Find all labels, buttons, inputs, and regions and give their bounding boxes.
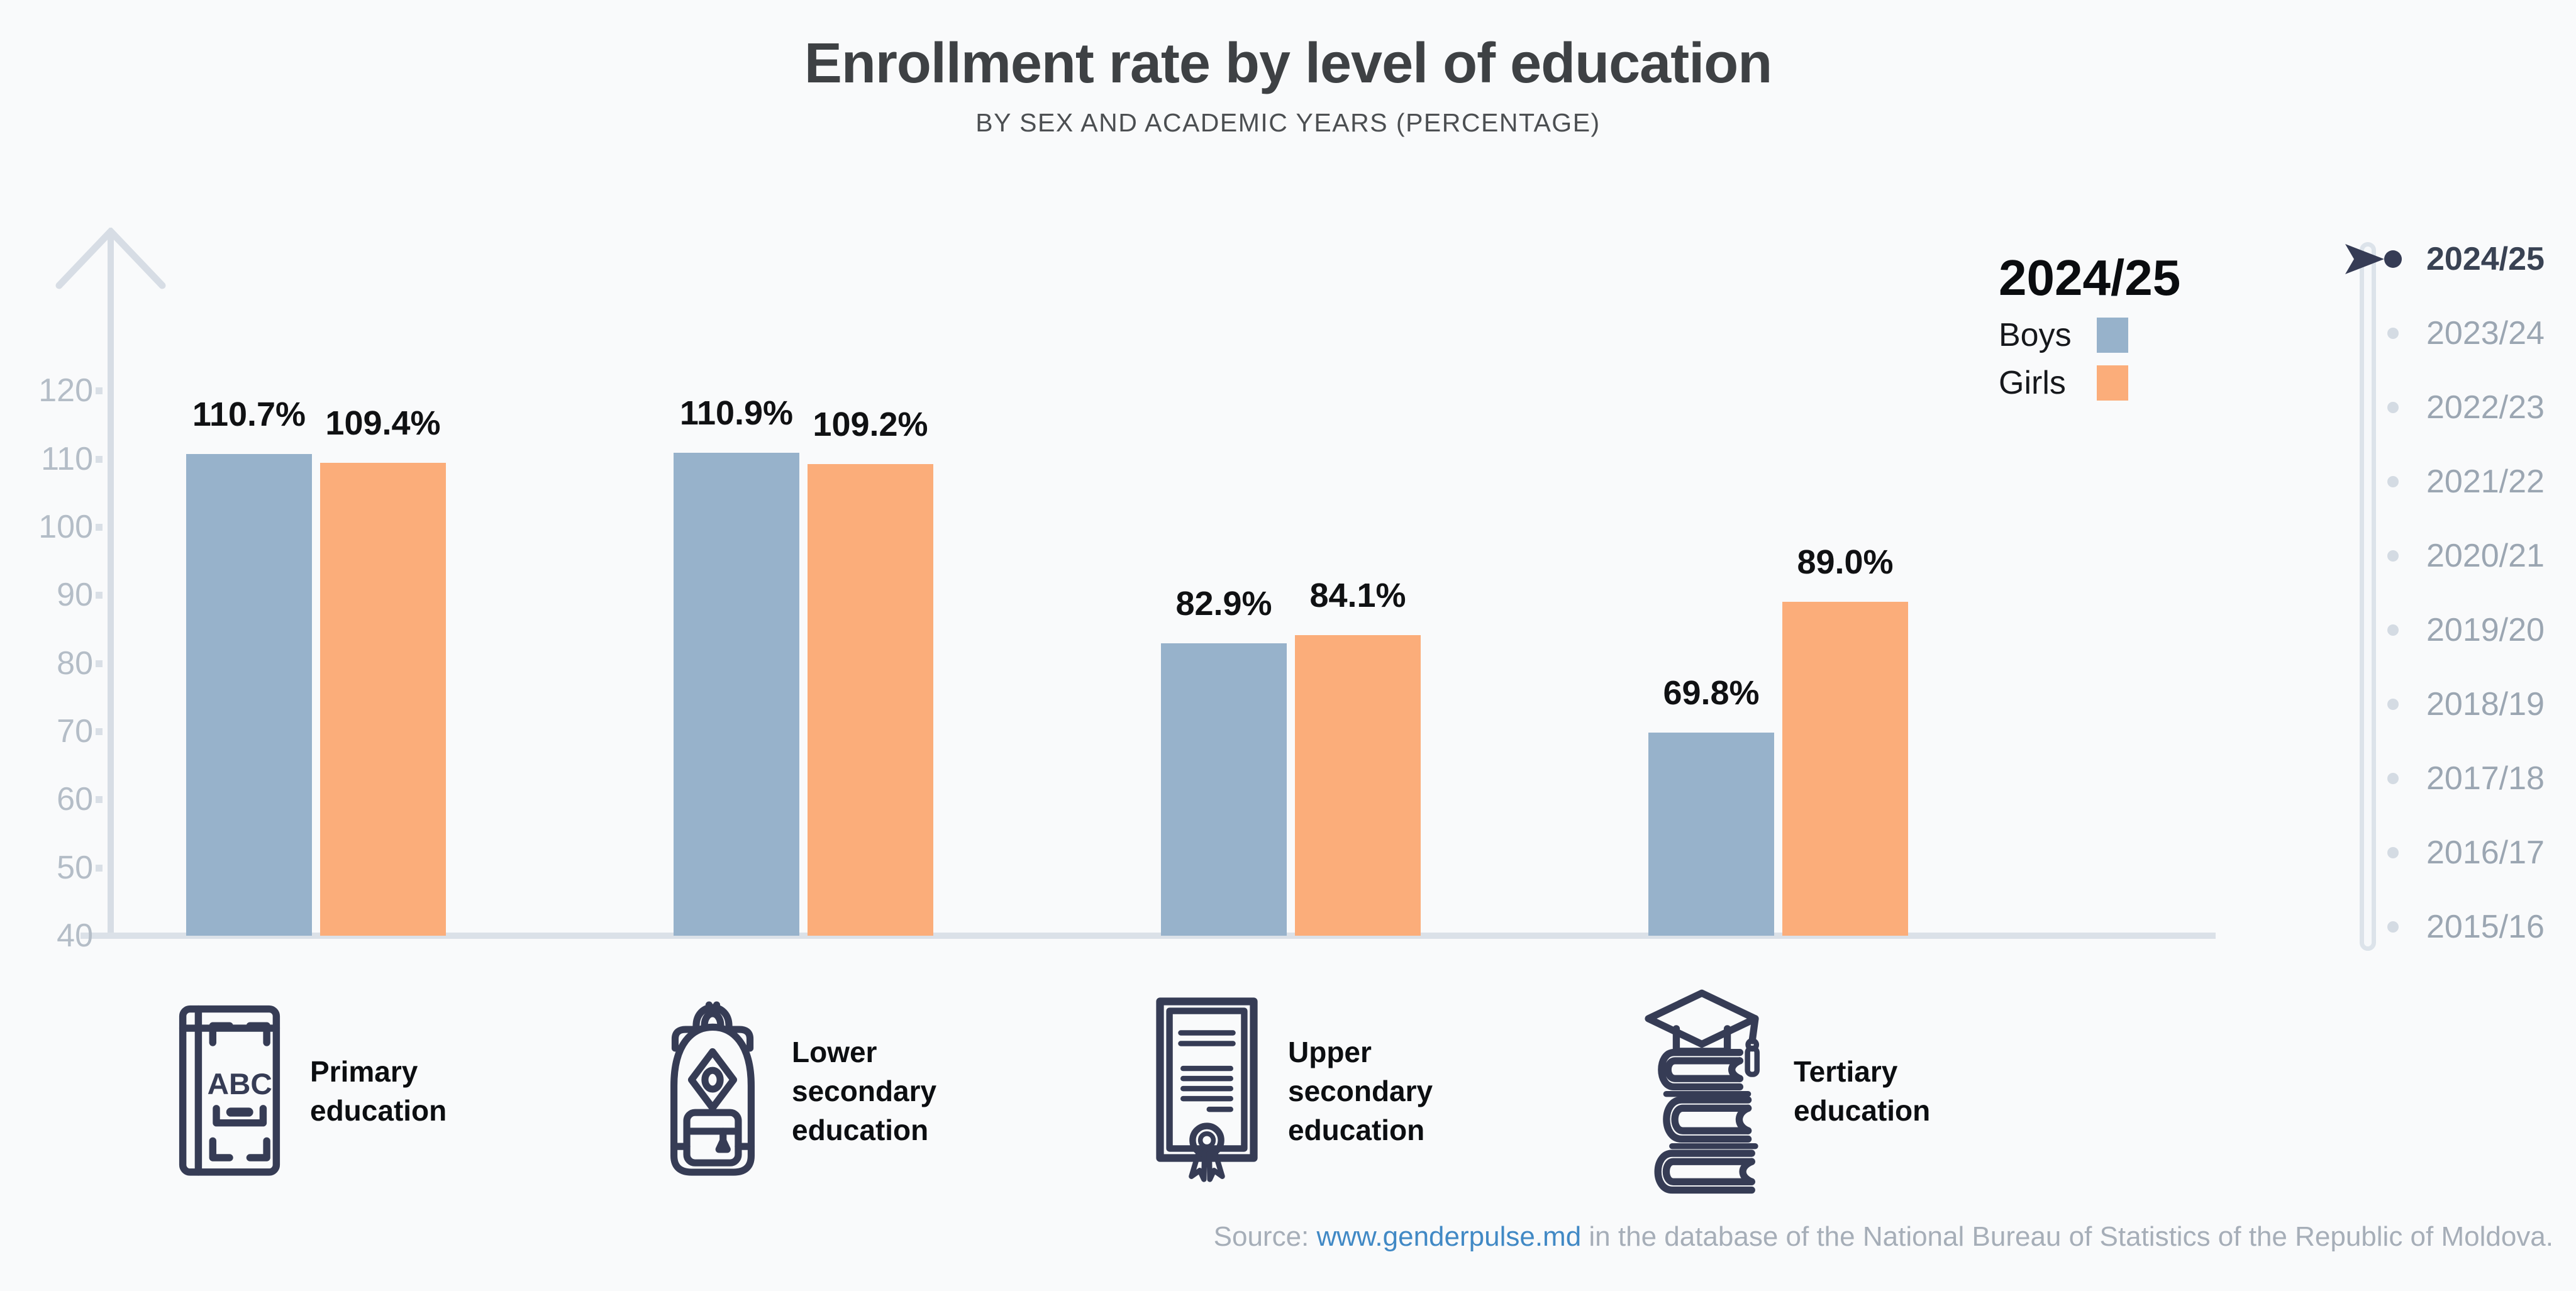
- bar-boys-0[interactable]: [186, 454, 312, 936]
- category-label: Lower secondary education: [792, 1035, 937, 1146]
- timeline-year-2018-19[interactable]: 2018/19: [2426, 686, 2545, 723]
- category-label: Upper secondary education: [1288, 1035, 1433, 1146]
- legend-row-boys: Boys: [1999, 317, 2128, 353]
- boys-color-swatch: [2097, 318, 2128, 353]
- y-tick-label: 40: [57, 917, 93, 954]
- bar-boys-2[interactable]: [1161, 643, 1287, 936]
- legend-label-girls: Girls: [1999, 365, 2066, 401]
- source-link[interactable]: www.genderpulse.md: [1316, 1221, 1582, 1252]
- y-tick-label: 110: [41, 440, 93, 477]
- y-tick-mark: [96, 660, 103, 667]
- bar-value-girls-3: 89.0%: [1797, 543, 1894, 582]
- category-label: Tertiary education: [1794, 1055, 1931, 1127]
- chart-legend: 2024/25 Boys Girls: [1999, 250, 2181, 402]
- bar-boys-1[interactable]: [674, 452, 799, 936]
- source-line: Source: www.genderpulse.md in the databa…: [0, 1221, 2553, 1253]
- timeline-dot-2017-18[interactable]: [2387, 773, 2399, 784]
- y-tick-mark: [96, 387, 103, 395]
- y-tick-mark: [96, 864, 103, 872]
- bar-girls-3[interactable]: [1782, 602, 1908, 936]
- timeline-year-2020-21[interactable]: 2020/21: [2426, 538, 2545, 574]
- timeline-year-2015-16[interactable]: 2015/16: [2426, 909, 2545, 945]
- category-primary-education: ABC Primary education: [178, 982, 447, 1199]
- bar-value-girls-1: 109.2%: [813, 406, 928, 444]
- timeline-dot-2023-24[interactable]: [2387, 328, 2399, 339]
- y-tick-label: 80: [57, 645, 93, 682]
- category-upper-secondary: Upper secondary education: [1155, 982, 1433, 1199]
- y-tick-label: 50: [57, 849, 93, 886]
- bar-value-boys-1: 110.9%: [679, 394, 794, 432]
- y-tick-mark: [96, 592, 103, 599]
- bar-value-boys-0: 110.7%: [192, 396, 306, 434]
- source-prefix: Source:: [1213, 1221, 1317, 1252]
- y-tick-mark: [96, 455, 103, 463]
- backpack-icon: [662, 997, 763, 1185]
- bar-girls-1[interactable]: [808, 464, 933, 936]
- timeline-dot-2016-17[interactable]: [2387, 847, 2399, 858]
- timeline-dot-2024-25[interactable]: [2384, 250, 2402, 268]
- y-tick-label: 60: [57, 781, 93, 818]
- timeline-year-2023-24[interactable]: 2023/24: [2426, 315, 2545, 352]
- x-axis-line: [80, 933, 2216, 939]
- y-tick-label: 100: [38, 508, 93, 545]
- y-tick-label: 70: [57, 712, 93, 750]
- legend-selected-year: 2024/25: [1999, 250, 2181, 306]
- timeline-year-2019-20[interactable]: 2019/20: [2426, 612, 2545, 648]
- source-suffix: in the database of the National Bureau o…: [1581, 1221, 2553, 1252]
- bar-girls-2[interactable]: [1295, 635, 1421, 936]
- y-axis-arrow-icon: [55, 228, 166, 289]
- timeline-track[interactable]: [2360, 242, 2376, 951]
- category-label: Primary education: [310, 1055, 447, 1127]
- category-tertiary: Tertiary education: [1639, 982, 1930, 1199]
- timeline-year-2021-22[interactable]: 2021/22: [2426, 463, 2545, 500]
- y-tick-mark: [96, 796, 103, 804]
- abc-book-icon: ABC: [178, 1003, 281, 1178]
- diploma-icon: [1155, 996, 1259, 1186]
- timeline-cursor-arrow-icon[interactable]: [2345, 244, 2384, 274]
- timeline-dot-2018-19[interactable]: [2387, 699, 2399, 710]
- bar-value-girls-0: 109.4%: [325, 404, 441, 443]
- graduation-books-icon: [1639, 986, 1765, 1195]
- y-tick-label: 120: [38, 372, 93, 409]
- category-lower-secondary: Lower secondary education: [662, 982, 936, 1199]
- timeline-dot-2022-23[interactable]: [2387, 402, 2399, 413]
- timeline-dot-2019-20[interactable]: [2387, 624, 2399, 636]
- y-tick-mark: [96, 728, 103, 735]
- bar-value-boys-2: 82.9%: [1175, 585, 1272, 623]
- y-tick-label: 90: [57, 577, 93, 614]
- bar-girls-0[interactable]: [320, 463, 446, 936]
- y-axis-line: [108, 232, 114, 939]
- timeline-year-2017-18[interactable]: 2017/18: [2426, 760, 2545, 797]
- page-title: Enrollment rate by level of education: [804, 32, 1772, 95]
- svg-text:ABC: ABC: [208, 1068, 272, 1101]
- timeline-dot-2015-16[interactable]: [2387, 921, 2399, 933]
- bar-value-boys-3: 69.8%: [1663, 674, 1760, 712]
- legend-label-boys: Boys: [1999, 317, 2072, 353]
- timeline-dot-2021-22[interactable]: [2387, 476, 2399, 487]
- y-tick-mark: [96, 523, 103, 531]
- timeline-year-2024-25[interactable]: 2024/25: [2426, 241, 2545, 277]
- girls-color-swatch: [2097, 365, 2128, 401]
- timeline-dot-2020-21[interactable]: [2387, 550, 2399, 562]
- timeline-year-2016-17[interactable]: 2016/17: [2426, 834, 2545, 871]
- legend-row-girls: Girls: [1999, 365, 2128, 401]
- page-subtitle: BY SEX AND ACADEMIC YEARS (PERCENTAGE): [975, 108, 1601, 137]
- bar-value-girls-2: 84.1%: [1309, 577, 1406, 615]
- timeline-year-2022-23[interactable]: 2022/23: [2426, 389, 2545, 426]
- bar-boys-3[interactable]: [1648, 733, 1774, 936]
